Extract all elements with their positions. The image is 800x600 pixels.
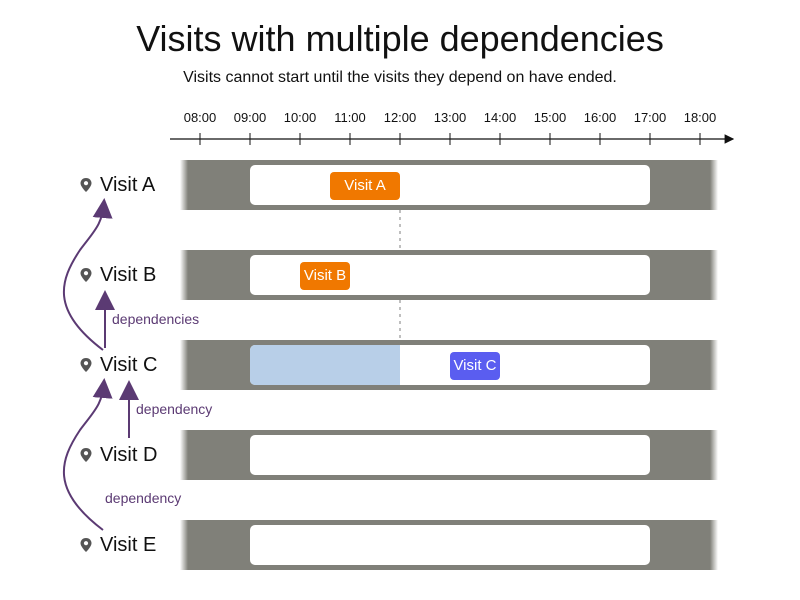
tick-label: 10:00	[283, 110, 317, 125]
tick-label: 09:00	[233, 110, 267, 125]
dependency-label-d-to-c: dependency	[136, 401, 213, 417]
lane-a: Visit A	[180, 160, 718, 210]
map-pin-icon	[80, 358, 92, 372]
row-label-c: Visit C	[79, 350, 157, 380]
lane-b: Visit B	[180, 250, 718, 300]
tick-label: 15:00	[533, 110, 567, 125]
tick-label: 18:00	[683, 110, 717, 125]
row-label-text: Visit A	[100, 173, 156, 196]
row-label-b: Visit B	[79, 260, 156, 290]
visit-chip-a[interactable]: Visit A	[330, 172, 400, 200]
diagram-title: Visits with multiple dependencies	[136, 18, 664, 59]
time-window	[250, 165, 650, 205]
row-label-text: Visit D	[100, 443, 158, 466]
tick-label: 14:00	[483, 110, 517, 125]
dependency-label-e-to-c: dependency	[105, 490, 182, 506]
tick-label: 17:00	[633, 110, 667, 125]
dependency-arrow-c-to-a	[63, 198, 113, 351]
visit-chip-c[interactable]: Visit C	[450, 352, 500, 380]
row-label-text: Visit C	[100, 353, 158, 376]
map-pin-icon	[80, 448, 92, 462]
lane-d	[180, 430, 718, 480]
dependency-arrow-e-to-c	[63, 378, 113, 531]
lane-e	[180, 520, 718, 570]
dependency-label-b-to-a: dependencies	[112, 311, 200, 327]
row-label-d: Visit D	[79, 440, 157, 470]
row-label-text: Visit E	[100, 533, 157, 556]
lane-c: Visit C	[180, 340, 718, 390]
waiting-period	[250, 345, 400, 385]
tick-label: 16:00	[583, 110, 617, 125]
map-pin-icon	[80, 268, 92, 282]
map-pin-icon	[80, 178, 92, 192]
row-label-a: Visit A	[79, 170, 155, 200]
row-label-e: Visit E	[79, 530, 156, 560]
visit-chip-b[interactable]: Visit B	[300, 262, 350, 290]
tick-label: 12:00	[383, 110, 417, 125]
time-window	[250, 435, 650, 475]
diagram-subtitle: Visits cannot start until the visits the…	[183, 69, 617, 86]
map-pin-icon	[80, 538, 92, 552]
time-window	[250, 525, 650, 565]
row-label-text: Visit B	[100, 263, 157, 286]
tick-label: 13:00	[433, 110, 467, 125]
tick-label: 08:00	[183, 110, 217, 125]
tick-label: 11:00	[334, 110, 366, 125]
